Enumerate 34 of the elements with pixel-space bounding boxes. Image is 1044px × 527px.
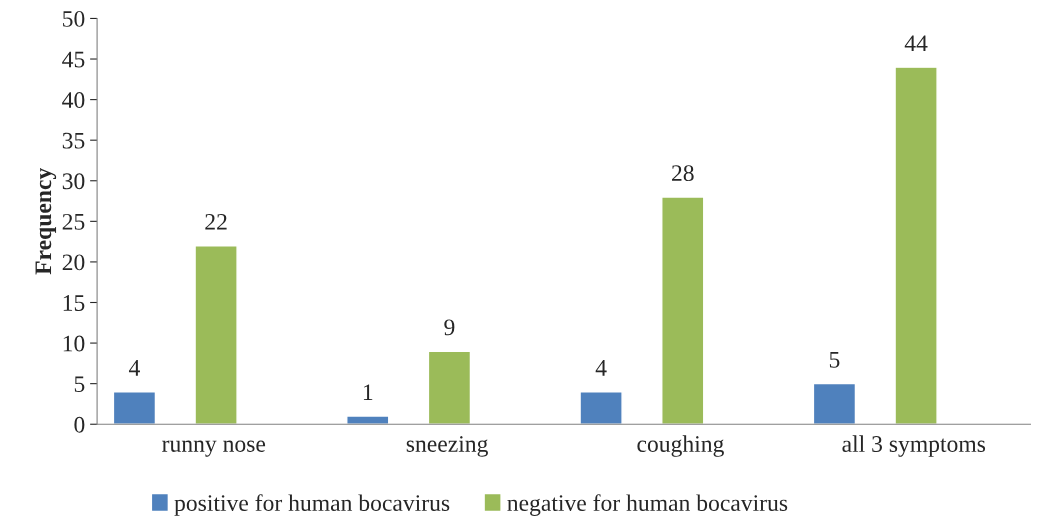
y-tick-label: 25 — [62, 213, 85, 230]
y-tick-label: 5 — [74, 376, 85, 393]
y-tick-label: 0 — [74, 416, 85, 433]
data-label: 28 — [671, 165, 694, 182]
bar — [812, 382, 857, 425]
data-label: 4 — [595, 360, 607, 376]
y-tick-label: 10 — [63, 335, 85, 352]
y-axis-title: Frequency — [35, 168, 57, 275]
legend-label: positive for human bocavirus — [174, 494, 450, 516]
bar — [346, 415, 390, 425]
y-tick-label: 20 — [62, 254, 85, 271]
x-tick-label: runny nose — [162, 440, 266, 457]
x-tick-label: coughing — [637, 435, 724, 457]
data-label: 9 — [444, 319, 455, 336]
y-tick-label: 30 — [62, 173, 85, 190]
data-label: 22 — [205, 213, 227, 230]
data-label: 4 — [128, 360, 140, 376]
y-tick-label: 45 — [62, 51, 85, 68]
x-tick-label: sneezing — [406, 436, 488, 457]
bar — [661, 196, 705, 425]
data-label: 5 — [829, 352, 840, 368]
bar — [427, 350, 472, 425]
y-tick-label: 40 — [62, 92, 85, 109]
y-tick-label: 35 — [62, 132, 85, 149]
x-tick-label: all 3 symptoms — [842, 435, 986, 457]
bar — [112, 391, 157, 425]
bar — [894, 66, 938, 425]
data-label: 1 — [363, 384, 373, 400]
legend-label: negative for human bocavirus — [507, 494, 788, 516]
bar — [194, 244, 238, 425]
data-label: 44 — [904, 35, 928, 51]
y-tick-label: 15 — [63, 295, 85, 311]
y-tick-label: 50 — [63, 10, 85, 27]
bar — [579, 391, 623, 425]
